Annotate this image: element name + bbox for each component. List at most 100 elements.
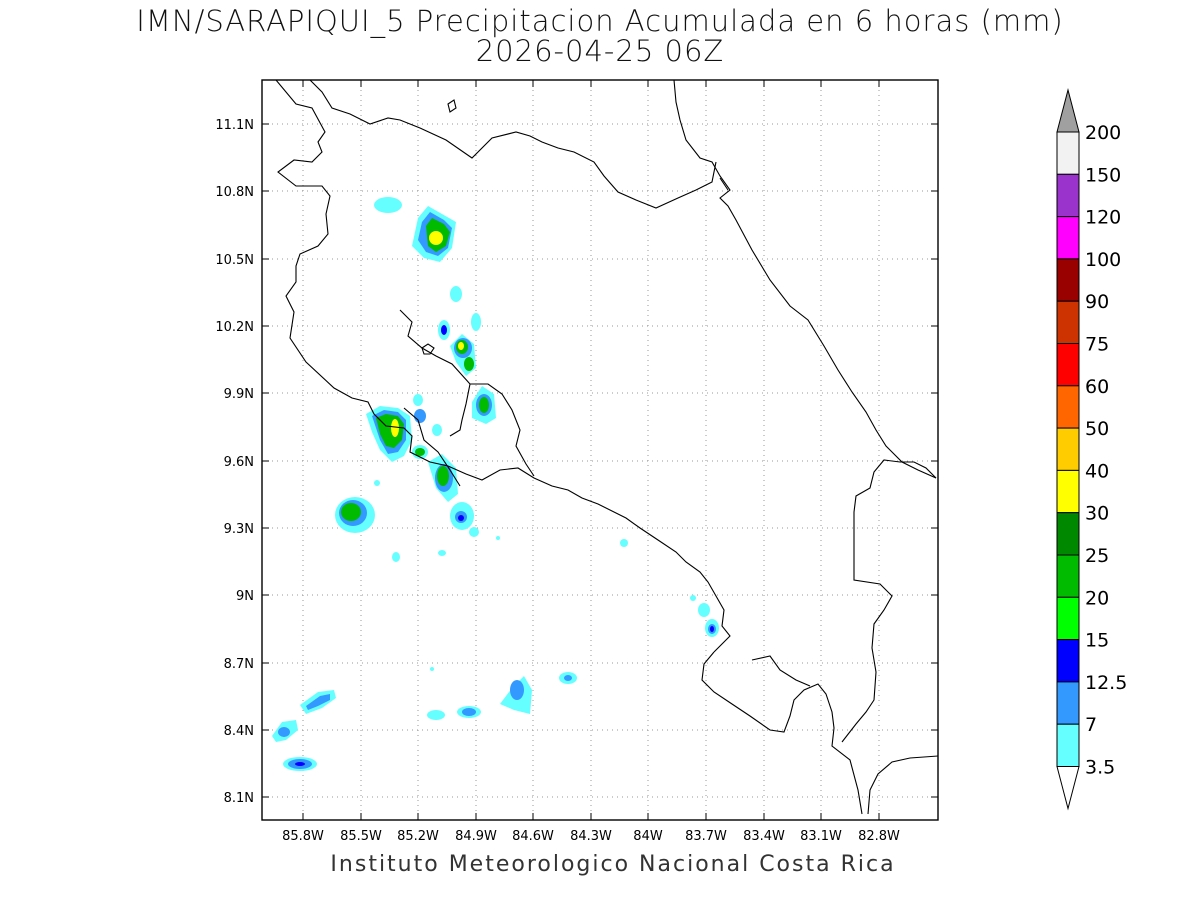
plot-frame — [261, 79, 939, 821]
colorbar-label: 30 — [1085, 503, 1109, 525]
lat-tick-label: 11.1N — [215, 118, 254, 133]
colorbar-swatch — [1056, 258, 1080, 302]
lat-tick-label: 9.9N — [224, 387, 254, 402]
lat-tick-label: 8.7N — [224, 657, 254, 672]
map-title: IMN/SARAPIQUI_5 Precipitacion Acumulada … — [136, 4, 1064, 38]
precip-cell — [295, 762, 305, 766]
precip-cell — [496, 536, 500, 540]
coastline-borders — [275, 80, 938, 815]
colorbar-swatch — [1056, 512, 1080, 556]
lat-tick-label: 9.6N — [224, 455, 254, 470]
precip-cell — [437, 466, 449, 486]
colorbar-swatch — [1056, 554, 1080, 598]
precip-cell — [429, 231, 443, 245]
colorbar-swatch — [1056, 427, 1080, 471]
colorbar-label: 60 — [1085, 376, 1109, 398]
lon-tick-label: 84W — [633, 829, 663, 844]
lat-tick-label: 9N — [236, 589, 254, 604]
lon-tick-label: 82.8W — [858, 829, 900, 844]
colorbar-label: 50 — [1085, 418, 1109, 440]
colorbar-label: 120 — [1085, 207, 1121, 229]
precip-cell — [427, 710, 445, 720]
colorbar-label: 90 — [1085, 291, 1109, 313]
burica-coast — [867, 755, 938, 815]
precip-cell — [414, 409, 426, 423]
precip-cell — [438, 550, 446, 556]
river-mouth — [719, 177, 729, 191]
pacific-coastline — [275, 80, 731, 653]
precipitation-field — [272, 197, 719, 771]
institution-credit: Instituto Meteorologico Nacional Costa R… — [330, 852, 896, 877]
precip-cell — [458, 515, 464, 521]
map-valid-time: 2026-04-25 06Z — [475, 34, 725, 68]
colorbar-swatch — [1056, 131, 1080, 175]
colorbar-swatch — [1056, 343, 1080, 387]
precip-cell — [415, 448, 425, 456]
lat-tick-label: 8.4N — [224, 724, 254, 739]
precip-cell — [698, 603, 710, 617]
precip-cell — [458, 342, 464, 350]
precip-cell — [510, 680, 524, 700]
colorbar-label: 12.5 — [1085, 672, 1127, 694]
precip-cell — [469, 527, 479, 537]
colorbar-swatch — [1056, 385, 1080, 429]
precip-cell — [391, 419, 399, 437]
lat-tick-label: 10.2N — [215, 320, 254, 335]
plot-border — [261, 79, 939, 821]
precip-cell — [432, 424, 442, 436]
precip-cell — [374, 197, 402, 213]
precip-cell — [479, 397, 489, 413]
nicaragua-border — [309, 80, 717, 209]
colorbar-over-arrow — [1056, 88, 1080, 133]
lon-tick-label: 85.8W — [282, 829, 324, 844]
colorbar-swatch — [1056, 681, 1080, 725]
colorbar-swatch — [1056, 596, 1080, 641]
precip-cell — [464, 357, 474, 371]
precip-cell — [620, 539, 628, 547]
precip-cell — [710, 626, 714, 632]
colorbar-label: 15 — [1085, 630, 1109, 652]
colorbar-label: 3.5 — [1085, 757, 1115, 779]
gulf-inner-coast — [470, 383, 535, 477]
colorbar-swatch — [1056, 469, 1080, 514]
colorbar-label: 200 — [1085, 122, 1121, 144]
lat-tick-label: 8.1N — [224, 791, 254, 806]
colorbar: 200 150 120 100 90 75 60 50 40 30 25 20 15 12.5 7 3.5 — [1056, 88, 1127, 811]
colorbar-swatch — [1056, 639, 1080, 683]
colorbar-under-arrow — [1056, 766, 1080, 811]
precip-cell — [392, 552, 400, 562]
golfo-dulce-coast — [751, 655, 811, 687]
precip-cell — [564, 675, 572, 681]
chira-island — [421, 343, 435, 355]
lon-tick-label: 84.9W — [455, 829, 497, 844]
lon-tick-label: 83.7W — [685, 829, 727, 844]
colorbar-label: 150 — [1085, 164, 1121, 186]
precip-cell — [278, 727, 290, 737]
axis-labels: 11.1N 10.8N 10.5N 10.2N 9.9N 9.6N 9.3N 9N 8.7N 8.… — [215, 80, 938, 844]
lon-tick-label: 83.4W — [743, 829, 785, 844]
lat-tick-label: 10.8N — [215, 185, 254, 200]
precip-cell — [413, 394, 423, 406]
panama-border — [841, 459, 937, 743]
colorbar-swatch — [1056, 723, 1080, 768]
precip-cell — [430, 667, 434, 671]
precip-cell — [441, 325, 447, 335]
colorbar-swatch — [1056, 216, 1080, 260]
ometepe-island — [447, 99, 457, 113]
colorbar-label: 75 — [1085, 334, 1109, 356]
lon-tick-label: 84.6W — [512, 829, 554, 844]
lon-tick-label: 84.3W — [570, 829, 612, 844]
colorbar-swatch — [1056, 300, 1080, 345]
precip-cell — [306, 694, 330, 710]
colorbar-label: 20 — [1085, 587, 1109, 609]
lat-tick-label: 10.5N — [215, 253, 254, 268]
lon-tick-label: 83.1W — [800, 829, 842, 844]
precip-cell — [450, 286, 462, 302]
colorbar-label: 100 — [1085, 249, 1121, 271]
caribbean-coastline — [673, 80, 937, 479]
gulf-nicoya-coast — [399, 309, 471, 437]
map-grid — [262, 80, 938, 820]
lon-tick-label: 85.2W — [397, 829, 439, 844]
nicoya-peninsula-coast — [403, 407, 461, 487]
